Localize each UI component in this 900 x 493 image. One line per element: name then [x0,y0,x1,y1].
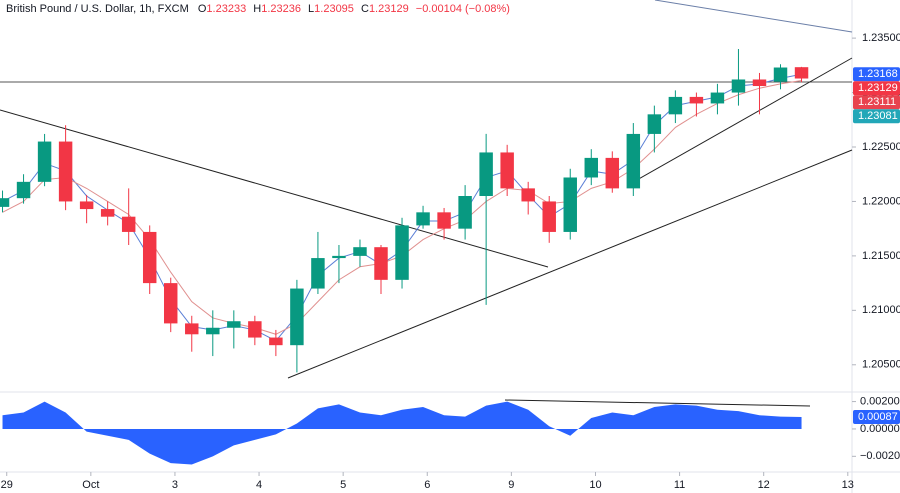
candle-body [563,177,577,232]
oscillator-trend-line [504,399,811,407]
candle-body [773,67,788,82]
candle-body [269,337,283,346]
header: British Pound / U.S. Dollar, 1h, FXCM O1… [6,3,510,15]
candle-body [79,201,94,210]
trend-line [0,109,549,268]
candle-body [121,216,136,232]
x-tick-label: 5 [340,479,346,491]
candle-body [479,152,493,196]
candle-body [142,231,157,284]
candle-body [0,198,10,207]
candle-body [290,288,304,346]
candle-body [248,321,262,338]
x-tick-label: 10 [589,479,601,491]
price-tag [853,109,900,124]
trend-line [654,0,853,33]
candle-body [437,212,451,229]
candle-body [353,247,367,256]
candle-body [710,92,725,104]
y-tick-label: 1.20500 [862,359,900,371]
price-tag [853,95,900,110]
candle-body [689,96,704,104]
osc-value-label: 0.00087 [858,411,898,423]
x-tick-label: 29 [1,479,13,491]
ohlc-value: 1.23236 [261,3,301,15]
candle-body [584,157,598,178]
candle-body [395,225,409,280]
candle-body [16,181,31,199]
price-tag-label: 1.23111 [858,96,896,108]
price-tag-label: 1.23081 [858,110,898,122]
candle-body [164,283,178,324]
osc-tick-label: −0.00200 [860,450,900,462]
ohlc-value: 1.23129 [369,3,409,15]
ohlc-value: 1.23095 [314,3,354,15]
trend-line [627,57,853,186]
osc-tick-label: 0.00200 [860,395,900,407]
candle-body [731,79,746,93]
candle-body [37,141,52,182]
osc-value-tag [853,410,900,425]
candle-body [542,201,556,232]
x-tick-label: 9 [508,479,514,491]
candle-body [647,114,662,134]
candle-body [185,323,199,335]
y-tick-label: 1.21000 [862,304,900,316]
candle-body [100,209,115,217]
y-tick-label: 1.21500 [862,250,900,262]
x-tick-label: 6 [424,479,430,491]
price-tag-label: 1.23168 [858,68,898,80]
trend-line [287,149,853,379]
candle-body [458,196,472,229]
plot: 1.20500 1.21000 1.21500 1.22000 1.22500 1.230… [0,32,900,491]
candle-body [752,79,767,87]
symbol: British Pound / U.S. Dollar, 1h, FXCM [6,3,189,15]
candle-body [332,255,346,259]
candle-body [668,96,683,115]
candle-body [521,188,535,202]
y-tick-label: 1.23500 [862,32,900,44]
price-tag [853,67,900,82]
x-tick-label: 4 [256,479,262,491]
price-tag [853,81,900,96]
candle-body [374,247,388,280]
ohlc-prefix: H [253,3,261,15]
candle-body [311,258,325,289]
candle-body [416,212,430,226]
y-tick-label: 1.22500 [862,141,900,153]
price-tag-label: 1.23129 [858,82,898,94]
candle-body [794,67,809,79]
candle-body [500,152,514,189]
x-tick-label: 3 [172,479,178,491]
osc-tick-label: 0.00000 [860,423,900,435]
candle-body [227,321,241,328]
candle-body [206,327,220,335]
change: −0.00104 (−0.08%) [416,3,510,15]
x-tick-label: Oct [82,479,99,491]
y-tick-label: 1.22000 [862,195,900,207]
ohlc-prefix: O [198,3,207,15]
ohlc-prefix: L [308,3,314,15]
x-tick-label: 12 [758,479,770,491]
ohlc-value: 1.23233 [206,3,246,15]
candle-body [58,141,73,202]
candle-body [626,133,641,189]
candle-body [605,157,620,189]
x-tick-label: 11 [674,479,685,491]
oscillator-area [2,401,802,465]
x-tick-label: 13 [842,479,854,491]
ohlc-prefix: C [361,3,369,15]
